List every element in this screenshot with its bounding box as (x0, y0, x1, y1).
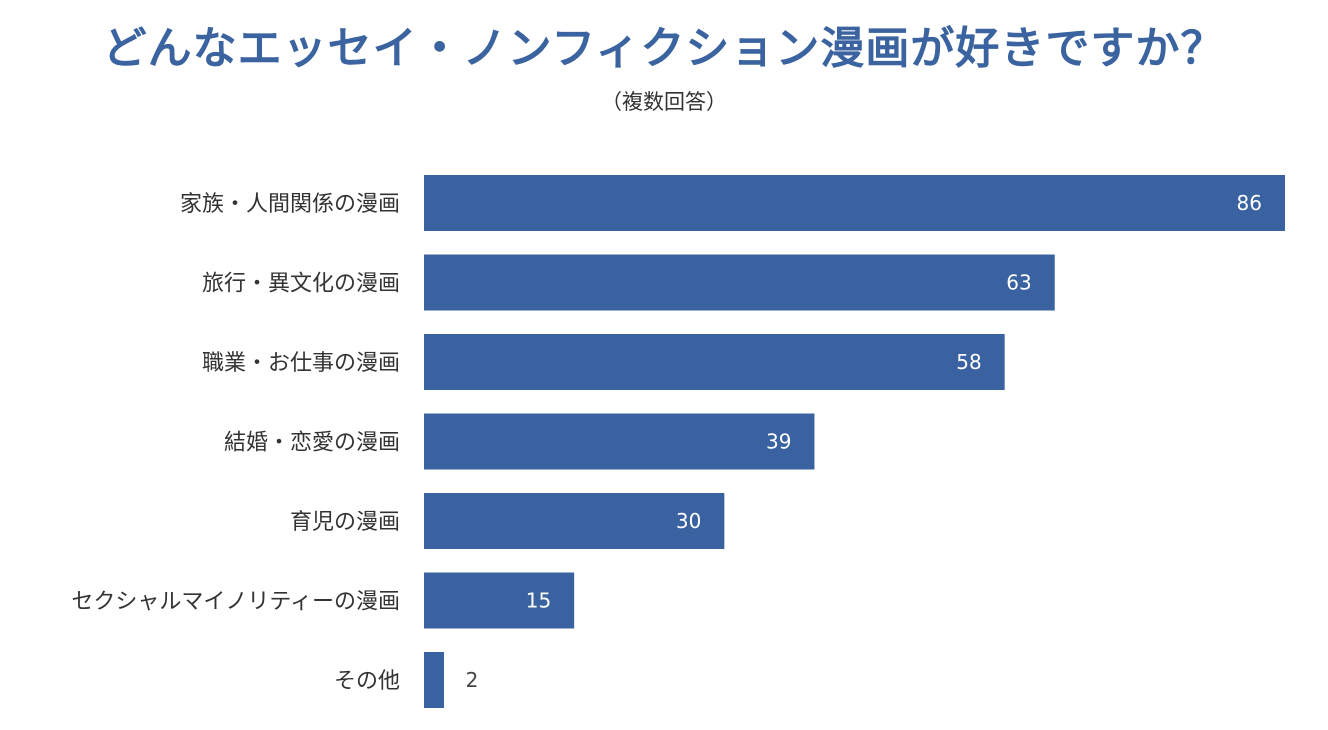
bar (424, 413, 815, 470)
bar (424, 652, 445, 708)
bar (424, 175, 1285, 231)
value-label: 63 (1006, 271, 1031, 295)
category-label: 職業・お仕事の漫画 (202, 351, 400, 376)
value-label: 30 (676, 509, 701, 533)
category-label: 育児の漫画 (290, 510, 400, 535)
category-label: その他 (334, 669, 400, 694)
value-label: 39 (766, 430, 791, 454)
bar (424, 493, 725, 549)
category-label: 結婚・恋愛の漫画 (224, 431, 400, 456)
bar (424, 572, 575, 629)
chart-subtitle: （複数回答） (601, 90, 727, 114)
value-label: 58 (956, 350, 981, 374)
bar (424, 334, 1005, 390)
category-label: セクシャルマイノリティーの漫画 (71, 590, 400, 615)
category-label: 家族・人間関係の漫画 (180, 192, 400, 217)
value-label: 2 (466, 668, 479, 692)
value-label: 86 (1237, 191, 1262, 215)
bar (424, 254, 1055, 311)
value-label: 15 (526, 589, 551, 613)
chart-title: どんなエッセイ・ノンフィクション漫画が好きですか？ (102, 23, 1226, 74)
category-label: 旅行・異文化の漫画 (202, 272, 400, 297)
